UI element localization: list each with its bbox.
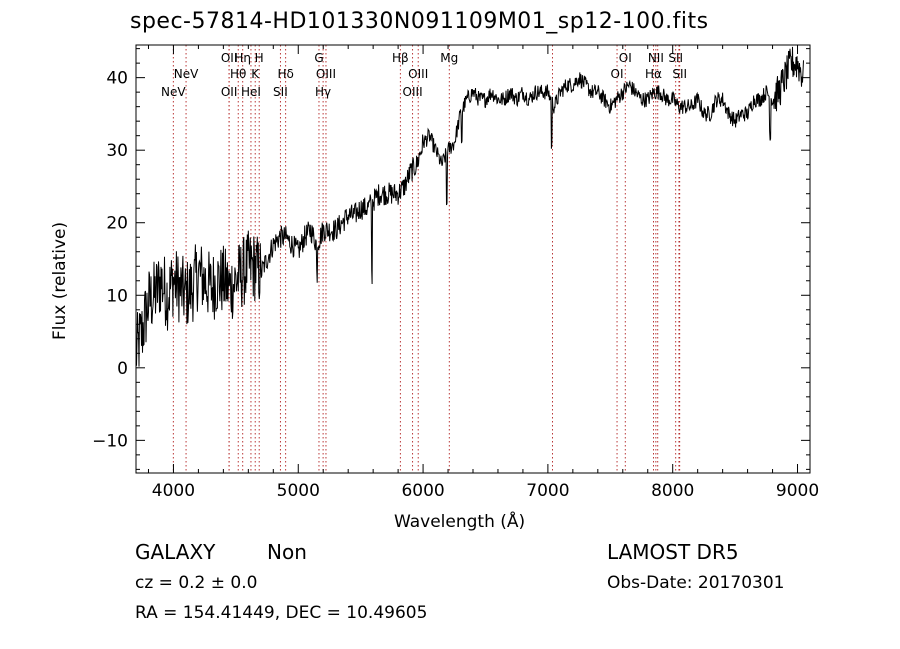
y-tick-label: 40 [106, 69, 128, 89]
spectral-line-label: Mg [440, 51, 458, 65]
spectral-line-label: OIII [316, 67, 336, 81]
spectral-line-label: OI [619, 51, 632, 65]
spectral-line-label: G [314, 51, 323, 65]
line-marker-layer [172, 45, 681, 473]
spectral-line-label: OII [221, 51, 238, 65]
x-tick-label: 8000 [651, 481, 694, 501]
spectral-line-label: SII [672, 67, 687, 81]
tick-labels-layer: 4000 5000 6000 7000 8000 9000 −10 0 10 20 30 40 [92, 69, 819, 501]
object-class: GALAXY [135, 540, 216, 564]
marker-labels-layer: NeVNeVOIIOIIHηHθHeIHKSIIHδGOIIIHγHβOIIIO… [161, 51, 687, 99]
x-tick-label: 6000 [401, 481, 444, 501]
spectral-line-label: H [255, 51, 264, 65]
y-tick-label: 30 [106, 141, 128, 161]
spectral-line-label: OIII [408, 67, 428, 81]
y-tick-label: 10 [106, 286, 128, 306]
spectral-line-label: SII [273, 85, 288, 99]
x-tick-label: 9000 [776, 481, 819, 501]
survey-name: LAMOST DR5 [607, 540, 739, 564]
spectral-line-label: NeV [161, 85, 186, 99]
spectral-line-label: Hθ [230, 67, 246, 81]
x-tick-label: 4000 [152, 481, 195, 501]
y-tick-label: 0 [117, 359, 128, 379]
y-tick-label: 20 [106, 214, 128, 234]
spectral-line-label: Hα [645, 67, 662, 81]
x-tick-label: 5000 [277, 481, 320, 501]
spectral-line-label: Hγ [315, 85, 331, 99]
spectral-line-label: Hβ [392, 51, 409, 65]
spectral-line-label: K [251, 67, 260, 81]
observation-date: Obs-Date: 20170301 [607, 573, 785, 593]
spectral-line-label: SII [668, 51, 683, 65]
spectral-line-label: OI [611, 67, 624, 81]
spectrum-line [135, 46, 804, 367]
x-axis-label: Wavelength (Å) [394, 512, 526, 532]
spectral-line-label: Hδ [277, 67, 293, 81]
spectral-line-label: OII [221, 85, 238, 99]
spectral-line-label: HeI [241, 85, 261, 99]
y-axis-label: Flux (relative) [50, 221, 70, 340]
spectral-line-label: Hη [234, 51, 251, 65]
spectral-line-label: OIII [403, 85, 423, 99]
chart-title: spec-57814-HD101330N091109M01_sp12-100.f… [130, 9, 709, 34]
x-tick-label: 7000 [526, 481, 569, 501]
spectral-line-label: NeV [174, 67, 199, 81]
y-tick-label: −10 [92, 431, 128, 451]
coordinates-readout: RA = 154.41449, DEC = 10.49605 [135, 603, 428, 623]
spectrum-layer [135, 46, 804, 367]
spectral-line-label: NII [648, 51, 664, 65]
object-subclass: Non [267, 540, 307, 564]
redshift-readout: cz = 0.2 ± 0.0 [135, 573, 258, 593]
axes-layer [135, 44, 811, 474]
